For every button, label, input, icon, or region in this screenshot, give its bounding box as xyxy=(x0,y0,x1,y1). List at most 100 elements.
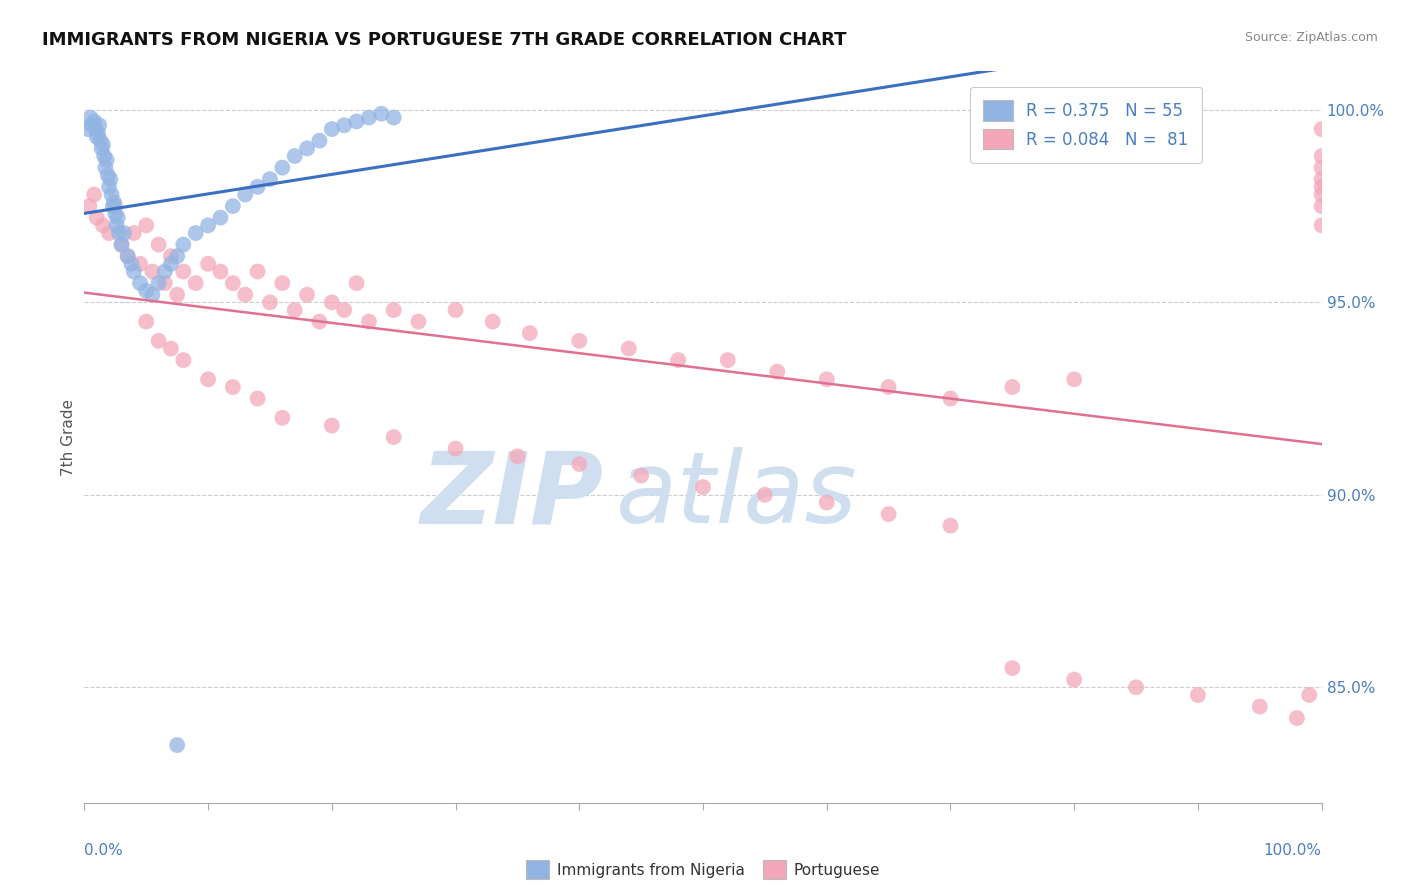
Y-axis label: 7th Grade: 7th Grade xyxy=(60,399,76,475)
Point xyxy=(382,303,405,318)
Point xyxy=(271,276,294,290)
Point xyxy=(117,249,139,263)
Point xyxy=(357,111,380,125)
Point xyxy=(666,353,689,368)
Point xyxy=(1310,122,1333,136)
Point xyxy=(271,410,294,425)
Point xyxy=(1310,219,1333,233)
Point xyxy=(104,199,127,213)
Text: 100.0%: 100.0% xyxy=(1264,843,1322,858)
Point xyxy=(91,137,114,152)
Point xyxy=(717,353,740,368)
Point xyxy=(333,303,356,318)
Point xyxy=(101,199,124,213)
Point xyxy=(877,507,900,521)
Point xyxy=(295,141,318,155)
Point xyxy=(112,226,135,240)
Point xyxy=(321,122,343,136)
Point xyxy=(233,187,256,202)
Point xyxy=(110,237,132,252)
Point xyxy=(1310,187,1333,202)
Point xyxy=(1310,199,1333,213)
Point xyxy=(246,392,269,406)
Point xyxy=(108,226,131,240)
Point xyxy=(83,114,105,128)
Point xyxy=(209,264,232,278)
Point xyxy=(103,195,125,210)
Point xyxy=(110,237,132,252)
Point xyxy=(79,199,101,213)
Point xyxy=(105,219,128,233)
Point xyxy=(160,249,183,263)
Point xyxy=(1285,711,1308,725)
Point xyxy=(444,442,467,456)
Point xyxy=(1001,380,1024,394)
Point xyxy=(77,122,100,136)
Point xyxy=(233,287,256,301)
Point xyxy=(148,334,170,348)
Point xyxy=(87,126,110,140)
Point xyxy=(100,187,122,202)
Point xyxy=(630,468,652,483)
Text: IMMIGRANTS FROM NIGERIA VS PORTUGUESE 7TH GRADE CORRELATION CHART: IMMIGRANTS FROM NIGERIA VS PORTUGUESE 7T… xyxy=(42,31,846,49)
Point xyxy=(246,179,269,194)
Point xyxy=(246,264,269,278)
Point xyxy=(96,153,118,167)
Point xyxy=(692,480,714,494)
Point xyxy=(877,380,900,394)
Point xyxy=(141,264,163,278)
Point xyxy=(197,219,219,233)
Point xyxy=(97,169,120,183)
Point xyxy=(91,219,114,233)
Point xyxy=(284,149,307,163)
Point xyxy=(93,149,115,163)
Point xyxy=(86,211,108,225)
Point xyxy=(1249,699,1271,714)
Point xyxy=(98,179,121,194)
Point xyxy=(135,219,157,233)
Point xyxy=(80,118,103,132)
Point xyxy=(939,392,962,406)
Point xyxy=(153,276,176,290)
Point xyxy=(83,187,105,202)
Point xyxy=(1298,688,1320,702)
Point xyxy=(1063,372,1085,386)
Point xyxy=(382,430,405,444)
Point xyxy=(259,172,281,186)
Point xyxy=(122,264,145,278)
Point xyxy=(481,315,503,329)
Point xyxy=(815,495,838,509)
Point xyxy=(939,518,962,533)
Point xyxy=(568,334,591,348)
Text: Source: ZipAtlas.com: Source: ZipAtlas.com xyxy=(1244,31,1378,45)
Point xyxy=(519,326,541,340)
Point xyxy=(259,295,281,310)
Text: atlas: atlas xyxy=(616,447,858,544)
Point xyxy=(90,141,112,155)
Point xyxy=(370,106,392,120)
Point xyxy=(321,295,343,310)
Point xyxy=(766,365,789,379)
Point xyxy=(86,129,108,144)
Point xyxy=(222,199,245,213)
Point xyxy=(160,342,183,356)
Point xyxy=(94,161,117,175)
Point xyxy=(98,226,121,240)
Point xyxy=(284,303,307,318)
Point xyxy=(153,264,176,278)
Point xyxy=(1001,661,1024,675)
Point xyxy=(98,172,121,186)
Point xyxy=(184,226,207,240)
Point xyxy=(79,111,101,125)
Point xyxy=(129,257,152,271)
Point xyxy=(754,488,776,502)
Point xyxy=(1310,149,1333,163)
Point xyxy=(1310,172,1333,186)
Point xyxy=(184,276,207,290)
Point xyxy=(308,315,330,329)
Point xyxy=(148,276,170,290)
Point xyxy=(148,237,170,252)
Text: 0.0%: 0.0% xyxy=(84,843,124,858)
Point xyxy=(321,418,343,433)
Point xyxy=(568,457,591,471)
